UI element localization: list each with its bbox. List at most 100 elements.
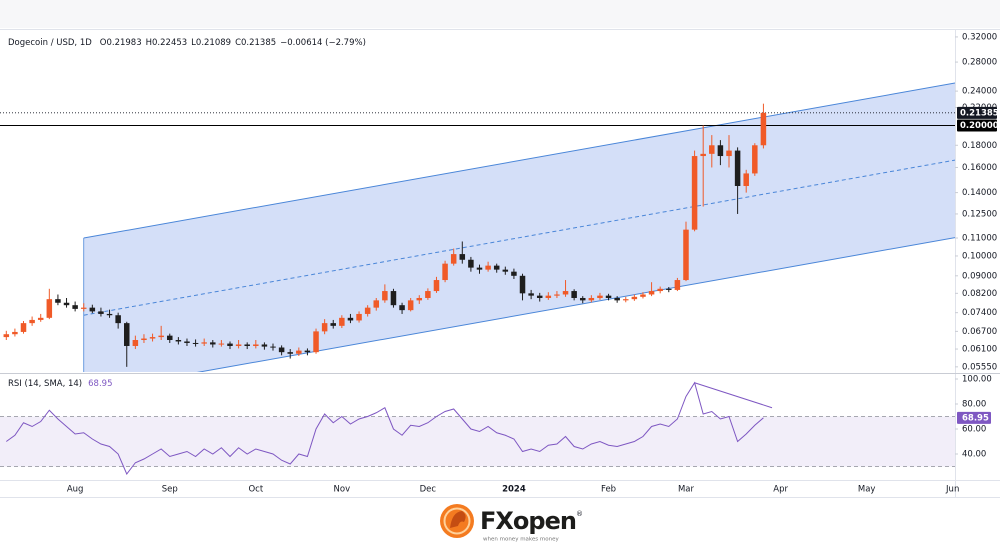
candle-body (3, 334, 10, 338)
candle-body (511, 271, 517, 276)
y-tick-label: 0.24000 (962, 87, 997, 97)
candle-body (158, 335, 164, 338)
candle-body (425, 291, 431, 298)
y-tick-label: 0.32000 (962, 32, 997, 42)
candle-body (261, 344, 268, 347)
candle-body (597, 295, 603, 298)
x-tick-label: Feb (601, 485, 616, 495)
logo-registered: ® (576, 510, 583, 518)
x-tick-label: Nov (334, 485, 351, 495)
rsi-line (6, 381, 764, 475)
candle-body (476, 267, 483, 270)
candle-body (554, 294, 560, 296)
candle-body (321, 323, 328, 332)
candle-body (184, 341, 190, 343)
y-tick-label: 0.08200 (962, 289, 997, 299)
candle-body (579, 297, 586, 301)
candle-body (545, 295, 552, 298)
rsi-band (0, 416, 955, 467)
channel-lower (196, 237, 955, 372)
change-value: −0.00614 (−2.79%) (280, 38, 366, 48)
candle-body (132, 340, 139, 346)
candle-body (407, 300, 414, 311)
candle-body (304, 350, 311, 353)
candle-body (330, 323, 336, 326)
x-tick-label: Mar (678, 485, 695, 495)
candle-body (588, 297, 595, 301)
y-tick-label: 0.09000 (962, 271, 997, 281)
candle-body (287, 352, 293, 354)
y-tick-label: 0.28000 (962, 58, 997, 68)
candle-body (339, 317, 345, 326)
rsi-value-label: 68.95 (962, 413, 989, 423)
candle-body (717, 145, 724, 157)
channel-middle (83, 159, 955, 316)
logo-ring (443, 507, 471, 535)
candle-body (760, 112, 767, 146)
candle-body (313, 331, 319, 353)
candle-body (605, 295, 612, 298)
rsi-trendline (694, 382, 773, 409)
candle-body (29, 319, 35, 324)
rsi-y-tick-label: 80.00 (962, 400, 986, 410)
rsi-header: RSI (14, SMA, 14) 68.95 (8, 379, 112, 389)
logo: FXopen ® when money makes money (440, 504, 583, 543)
x-tick-label: Jun (945, 485, 959, 495)
rsi-current: 68.95 (88, 379, 112, 389)
close-value: C0.21385 (235, 38, 276, 48)
candle-body (657, 288, 663, 292)
top-bar (0, 0, 1000, 28)
candle-body (640, 294, 646, 297)
candle-body (364, 307, 371, 314)
logo-text: FXopen (480, 507, 576, 535)
candle-body (270, 346, 276, 348)
rsi-value-box (957, 411, 991, 424)
candle-body (648, 291, 655, 295)
candle-body (743, 173, 749, 186)
candle-body (450, 254, 457, 264)
candle-body (20, 323, 27, 332)
candle-body (175, 340, 182, 342)
axes (0, 29, 1000, 498)
candle-body (726, 150, 732, 157)
logo-open: open (513, 507, 576, 535)
candle-body (296, 350, 302, 354)
x-tick-label: Sep (162, 485, 178, 495)
open-value: O0.21983 (100, 38, 142, 48)
candle-body (700, 153, 706, 157)
candle-body (399, 305, 405, 311)
candle-body (390, 291, 397, 306)
y-tick-label: 0.10000 (962, 251, 997, 261)
y-tick-label: 0.18000 (962, 141, 997, 151)
rsi-title: RSI (14, SMA, 14) (8, 379, 82, 389)
candle-body (416, 297, 423, 301)
candle-body (167, 335, 173, 341)
y-tick-label: 0.07400 (962, 308, 997, 318)
candle-body (123, 323, 130, 346)
y-tick-label: 0.11000 (962, 234, 997, 244)
y-tick-label: 0.16000 (962, 163, 997, 173)
candle-body (373, 300, 380, 308)
candle-body (356, 313, 362, 321)
candle-body (519, 275, 526, 294)
candle-body (12, 331, 18, 335)
candle-body (80, 307, 87, 309)
candle-body (442, 263, 448, 281)
candle-body (98, 311, 104, 314)
candle-body (63, 302, 70, 306)
chart-header: Dogecoin / USD, 1D O0.21983 H0.22453 L0.210… (8, 38, 366, 48)
price-label: 0.21385 (960, 108, 999, 118)
candle-body (210, 342, 216, 345)
candle-body (227, 343, 233, 346)
candle-body (46, 299, 53, 318)
candle-body (683, 229, 689, 281)
x-tick-label: Oct (248, 485, 263, 495)
logo-lion (450, 511, 466, 528)
candle-body (485, 265, 491, 270)
y-tick-label: 0.06700 (962, 327, 997, 337)
rsi-y-tick-label: 60.00 (962, 425, 986, 435)
logo-tagline: when money makes money (483, 537, 560, 543)
candle-body (218, 343, 225, 345)
x-tick-label: Aug (67, 485, 84, 495)
